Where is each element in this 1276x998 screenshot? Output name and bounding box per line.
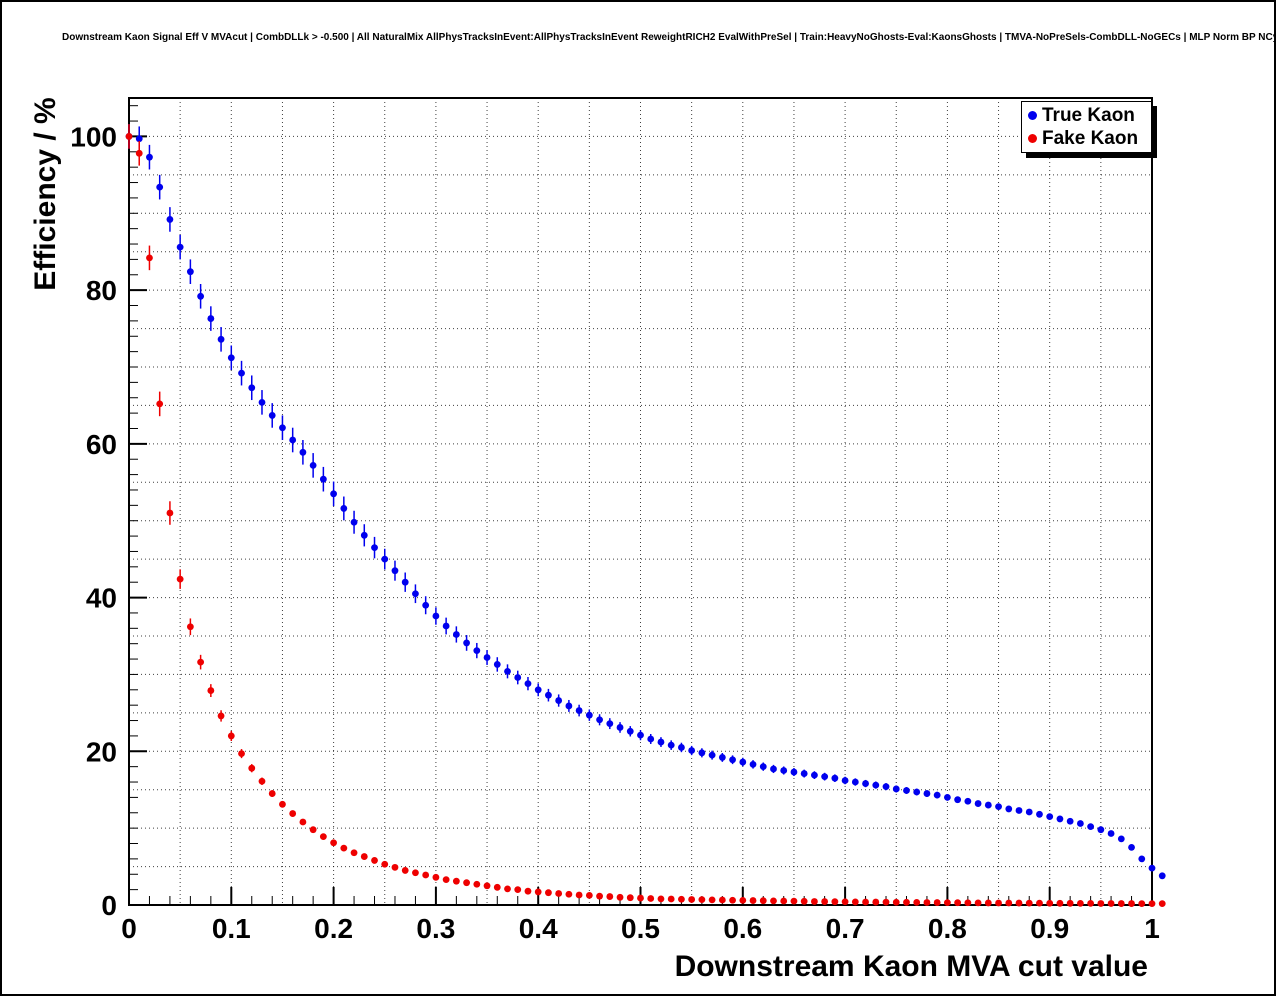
svg-text:0: 0 <box>101 890 117 921</box>
svg-text:1: 1 <box>1144 913 1160 944</box>
svg-text:0.3: 0.3 <box>416 913 455 944</box>
svg-text:0.6: 0.6 <box>723 913 762 944</box>
svg-text:0.1: 0.1 <box>212 913 251 944</box>
x-axis-title: Downstream Kaon MVA cut value <box>674 950 1148 983</box>
svg-text:0.5: 0.5 <box>621 913 660 944</box>
svg-text:40: 40 <box>86 583 117 614</box>
y-axis-title: Efficiency / % <box>29 97 62 291</box>
svg-text:0.2: 0.2 <box>314 913 353 944</box>
svg-text:0.7: 0.7 <box>826 913 865 944</box>
svg-text:100: 100 <box>70 121 117 152</box>
fake-kaon-marker-icon <box>1028 134 1037 143</box>
svg-text:0.4: 0.4 <box>519 913 558 944</box>
plot-title: Downstream Kaon Signal Eff V MVAcut | Co… <box>62 32 1276 43</box>
true-kaon-marker-icon <box>1028 111 1037 120</box>
legend-item-fake-kaon: Fake Kaon <box>1022 127 1151 150</box>
svg-text:60: 60 <box>86 429 117 460</box>
svg-text:20: 20 <box>86 736 117 767</box>
legend: True Kaon Fake Kaon <box>1021 101 1152 153</box>
svg-text:0: 0 <box>121 913 137 944</box>
legend-label-fake-kaon: Fake Kaon <box>1042 127 1139 149</box>
svg-text:80: 80 <box>86 275 117 306</box>
legend-label-true-kaon: True Kaon <box>1042 104 1135 126</box>
legend-item-true-kaon: True Kaon <box>1022 104 1151 127</box>
svg-text:0.8: 0.8 <box>928 913 967 944</box>
svg-text:0.9: 0.9 <box>1030 913 1069 944</box>
